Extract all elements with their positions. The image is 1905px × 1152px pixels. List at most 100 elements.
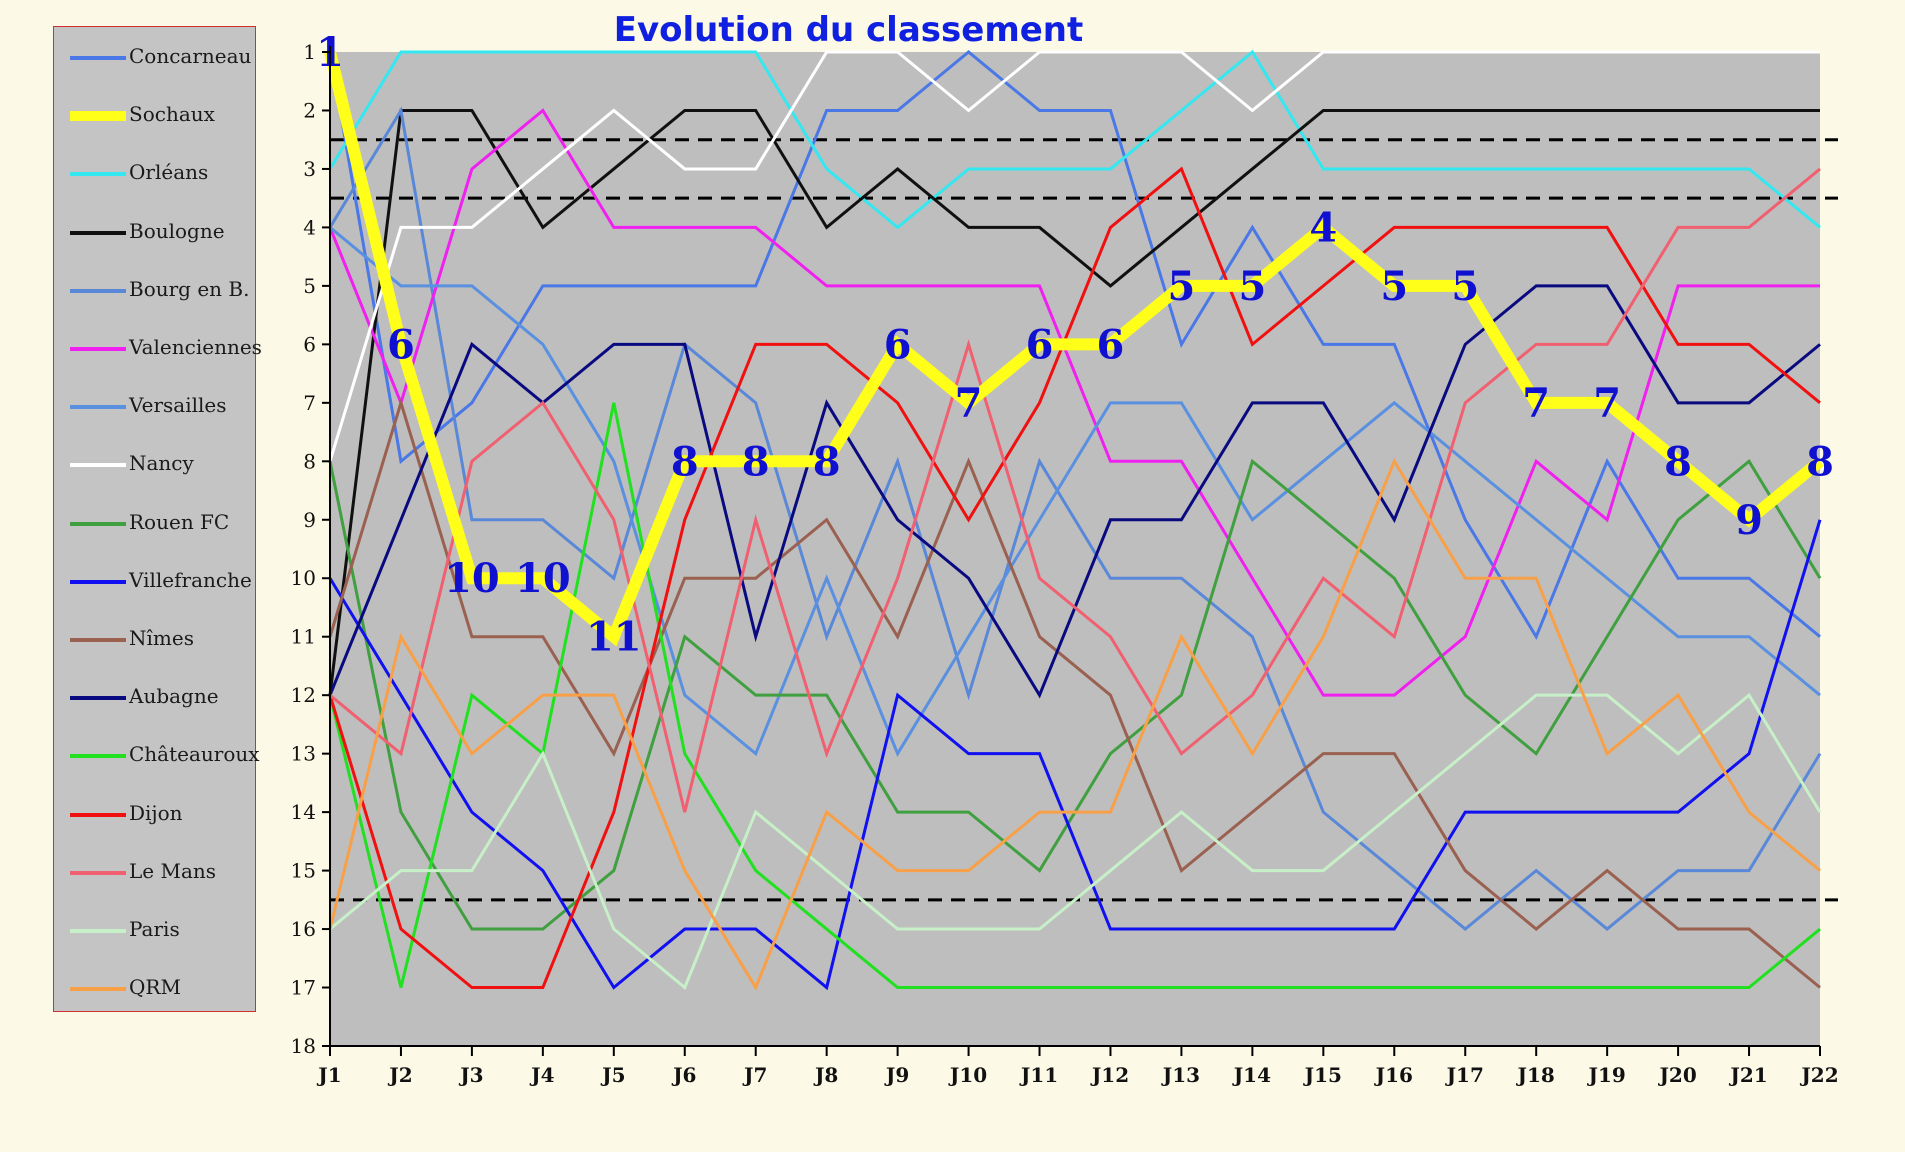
legend-label: Paris [129,917,180,941]
y-tick-label: 5 [303,274,316,298]
x-tick-label: J22 [1799,1063,1838,1087]
series-line-boulogne [328,108,1820,696]
sochaux-rank-label: 8 [1664,438,1692,485]
sochaux-rank-label: 10 [515,555,571,602]
legend-label: Le Mans [129,858,217,883]
sochaux-rank-label: 5 [1238,263,1266,310]
legend-item: Rouen FC [64,509,254,539]
sochaux-rank-labels: 1610101188867665545577898 [316,29,1834,661]
x-tick-label: J7 [742,1063,767,1087]
x-tick-label: J12 [1090,1063,1129,1087]
legend-item: Valenciennes [64,334,262,364]
y-tick-label: 6 [303,332,316,356]
legend-item: Villefranche [64,567,254,597]
sochaux-rank-label: 8 [671,438,699,485]
legend-swatch [70,230,126,235]
legend-swatch [70,579,126,584]
series-line-le-mans [329,167,1821,813]
legend-label: Nîmes [129,626,194,650]
legend-swatch [70,521,126,526]
x-tick-label: J18 [1516,1063,1555,1087]
sochaux-rank-label: 10 [444,555,500,602]
x-tick-label: J3 [458,1063,483,1087]
y-tick-label: 2 [303,98,316,122]
x-tick-label: J9 [884,1063,909,1087]
sochaux-rank-label: 8 [1806,438,1834,485]
x-tick-label: J17 [1445,1063,1484,1087]
legend-swatch [70,638,126,642]
plot-area [330,52,1820,1046]
legend-label: Versailles [129,393,227,418]
legend-swatch [70,56,126,60]
legend-label: Châteauroux [129,742,260,767]
legend-label: Villefranche [129,567,252,592]
series-line-dijon [328,166,1821,990]
legend-item: Châteauroux [64,741,260,771]
sochaux-rank-label: 6 [1026,321,1054,368]
legend-swatch [70,696,126,701]
x-tick-label: J6 [671,1063,696,1087]
y-tick-label: 8 [303,449,316,473]
legend-swatch [70,347,126,351]
y-tick-label: 1 [303,40,316,64]
y-tick-label: 7 [303,391,316,415]
legend-swatch [70,987,126,992]
y-tick-label: 18 [291,1034,316,1058]
x-tick-label: J10 [948,1063,987,1087]
x-tick-label: J20 [1657,1063,1696,1087]
legend-swatch [70,812,126,817]
y-tick-label: 3 [303,157,316,181]
legend-item: Bourg en B. [64,276,254,306]
series-line-versailles [329,226,1821,757]
y-tick-label: 12 [291,683,316,707]
sochaux-rank-label: 6 [387,321,415,368]
y-tick-label: 4 [303,215,316,239]
legend-label: Aubagne [129,684,219,709]
sochaux-rank-label: 4 [1309,204,1337,251]
legend-item: Le Mans [64,858,254,888]
legend-item: Nancy [64,450,254,480]
series-lines [324,49,1824,991]
sochaux-rank-label: 9 [1735,497,1763,544]
y-tick-label: 15 [291,859,316,883]
x-tick-label: J8 [813,1063,838,1087]
chart-title: Evolution du classement [613,10,1084,50]
legend-item: Dijon [64,800,254,830]
sochaux-rank-label: 5 [1451,263,1479,310]
legend-label: Rouen FC [129,509,230,534]
y-tick-label: 9 [303,508,316,532]
legend-label: Boulogne [129,218,225,243]
sochaux-rank-label: 8 [742,438,770,485]
legend-swatch [70,754,126,759]
legend-label: Valenciennes [129,335,262,359]
legend-swatch [70,405,126,410]
series-line-valenciennes [328,108,1820,697]
legend-item: Orléans [64,159,254,189]
legend-item: QRM [64,974,254,1004]
sochaux-rank-label: 5 [1380,263,1408,310]
chart-legend: Concarneau Sochaux Orléans Boulogne Bourg en… [53,26,262,1012]
legend-item: Nîmes [64,625,254,655]
sochaux-rank-label: 6 [884,321,912,368]
x-tick-label: J13 [1161,1063,1200,1087]
legend-swatch [70,929,126,933]
x-tick-label: J11 [1019,1063,1058,1087]
series-line-paris [329,692,1822,990]
x-tick-label: J4 [529,1063,554,1087]
series-line-villefranche [328,519,1822,991]
y-tick-label: 14 [291,800,316,824]
legend-label: Dijon [129,800,183,825]
legend-item: Concarneau [64,43,254,73]
x-tick-label: J15 [1303,1063,1342,1087]
legend-item: Boulogne [64,218,254,248]
sochaux-rank-label: 7 [1522,380,1550,427]
legend-swatch [70,463,126,468]
y-tick-label: 17 [291,976,316,1000]
x-tick-label: J14 [1232,1063,1271,1087]
x-tick-label: J1 [316,1063,341,1087]
y-tick-label: 10 [291,566,316,590]
sochaux-rank-label: 6 [1097,321,1125,368]
x-tick-label: J21 [1728,1063,1767,1087]
legend-swatch [70,288,126,293]
